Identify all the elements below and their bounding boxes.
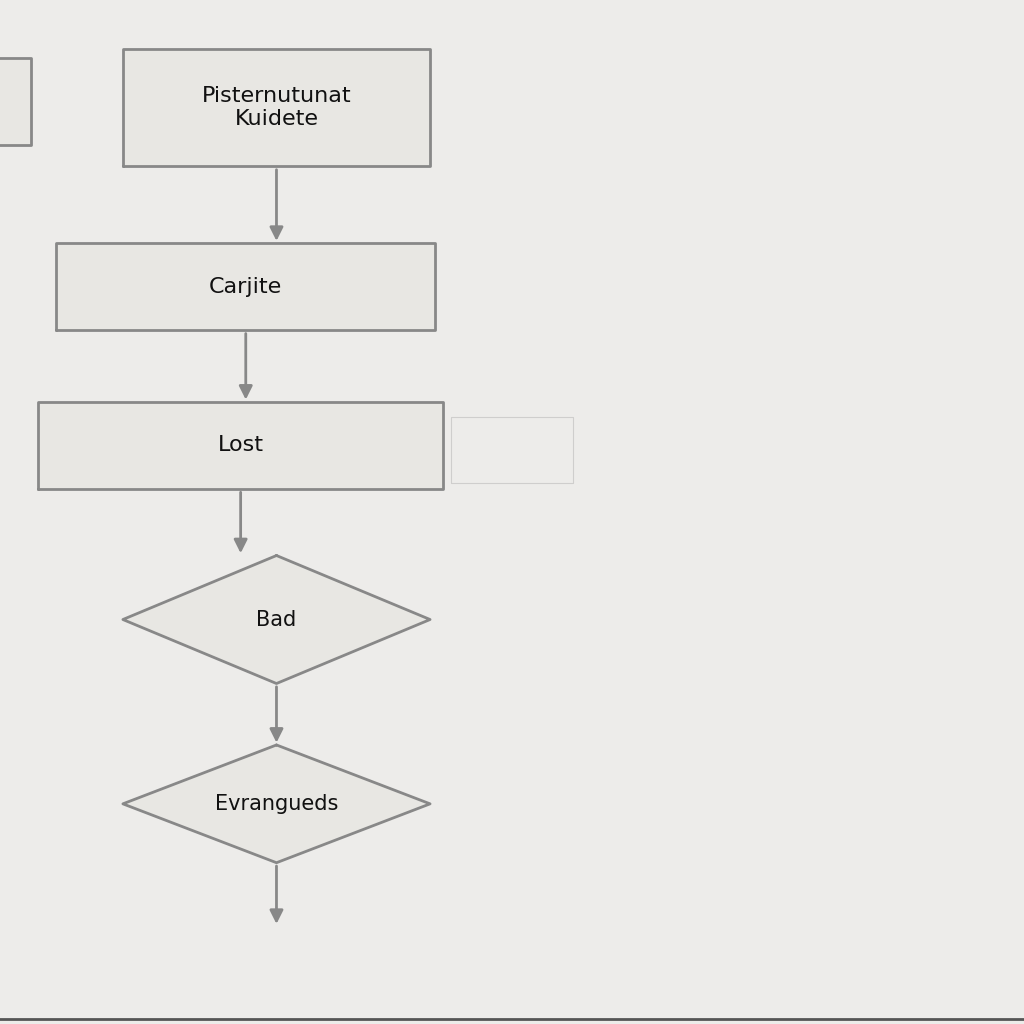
Text: Pisternutunat
Kuidete: Pisternutunat Kuidete	[202, 86, 351, 129]
Polygon shape	[123, 555, 430, 684]
Text: Evrangueds: Evrangueds	[215, 794, 338, 814]
Text: Lost: Lost	[218, 435, 263, 456]
Polygon shape	[123, 745, 430, 862]
Polygon shape	[123, 48, 430, 166]
Text: Bad: Bad	[256, 609, 297, 630]
Polygon shape	[451, 417, 573, 483]
Text: Carjite: Carjite	[209, 276, 283, 297]
Polygon shape	[56, 244, 435, 330]
Polygon shape	[0, 58, 31, 145]
Polygon shape	[38, 402, 442, 489]
